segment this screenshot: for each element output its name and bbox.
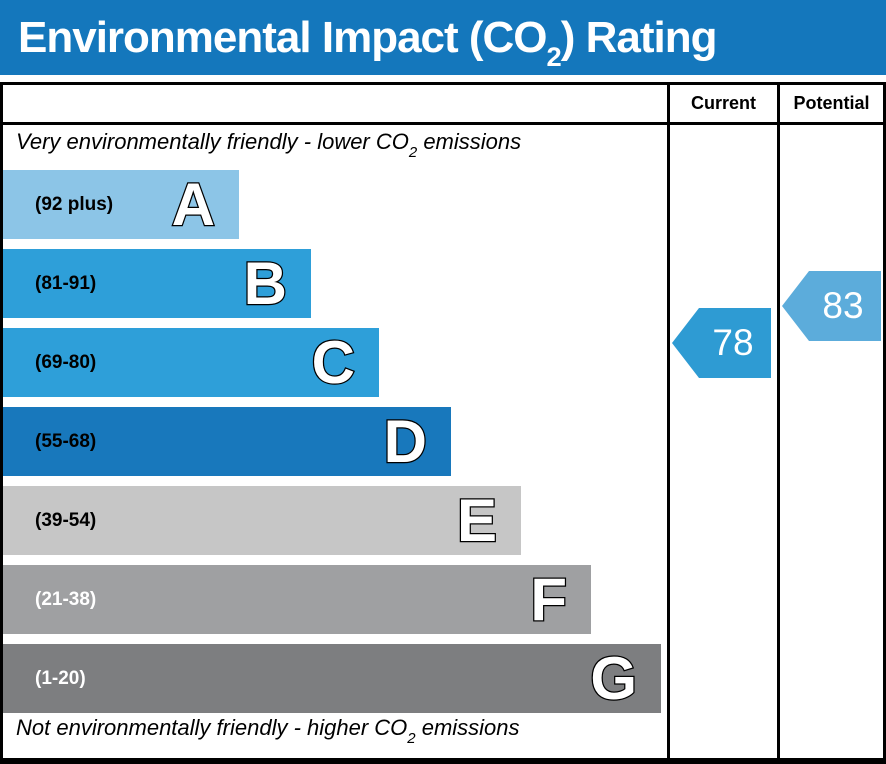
- band-row-g: (1-20) G: [3, 644, 661, 713]
- potential-rating-value: 83: [822, 285, 864, 326]
- band-letter: D: [382, 407, 428, 477]
- current-rating-value: 78: [712, 322, 754, 363]
- bottom-caption: Not environmentally friendly - higher CO…: [16, 715, 520, 747]
- band-row-b: (81-91) B: [3, 249, 311, 318]
- band-range-label: (69-80): [35, 351, 97, 373]
- potential-column-header: Potential: [793, 93, 870, 113]
- current-column-left-border: [667, 85, 670, 758]
- current-rating-arrow: 78: [672, 308, 771, 378]
- band-row-e: (39-54) E: [3, 486, 521, 555]
- band-row-c: (69-80) C: [3, 328, 379, 397]
- band-range-label: (1-20): [35, 667, 86, 689]
- band-range-label: (92 plus): [35, 193, 114, 215]
- band-row-a: (92 plus) A: [3, 170, 239, 239]
- potential-rating-arrow: 83: [782, 271, 881, 341]
- potential-column-left-border: [777, 85, 780, 758]
- band-range-label: (55-68): [35, 430, 97, 452]
- band-letter: B: [242, 249, 288, 319]
- band-range-label: (81-91): [35, 272, 97, 294]
- top-caption: Very environmentally friendly - lower CO…: [16, 129, 522, 161]
- band-range-label: (39-54): [35, 509, 97, 531]
- chart-title: Environmental Impact (CO2) Rating: [18, 12, 717, 73]
- band-letter: F: [529, 565, 568, 635]
- band-letter: G: [589, 644, 638, 714]
- band-letter: A: [170, 170, 216, 240]
- current-column-header: Current: [690, 93, 756, 113]
- band-row-d: (55-68) D: [3, 407, 451, 476]
- title-subscript: 2: [546, 41, 562, 73]
- band-range-label: (21-38): [35, 588, 97, 610]
- header-divider-line: [3, 122, 883, 125]
- band-letter: E: [456, 486, 499, 556]
- band-letter: C: [310, 328, 356, 398]
- band-row-f: (21-38) F: [3, 565, 591, 634]
- rating-table: Current Potential Very environmentally f…: [0, 82, 886, 764]
- chart-title-bar: Environmental Impact (CO2) Rating: [0, 0, 886, 75]
